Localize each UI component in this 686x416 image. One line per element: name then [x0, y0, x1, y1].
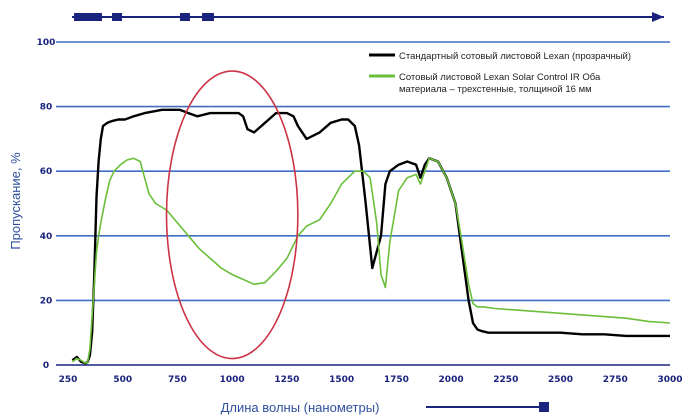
top-rule-marker-1	[74, 13, 102, 21]
y-tick-label-40: 40	[40, 232, 53, 242]
x-tick-label-2000: 2000	[439, 375, 464, 385]
annotations	[165, 70, 299, 360]
axis-title-rule-marker	[539, 402, 549, 412]
series-lines	[71, 108, 671, 365]
x-axis-ticks: 250 500 750 1000 1250 1500 1750 2000 2250 2500 275…	[59, 375, 683, 385]
chart-decorations	[72, 12, 664, 412]
top-rule-marker-4	[202, 13, 214, 21]
legend-label-series-2-line-2: материала – трехстенные, толщиной 16 мм	[399, 84, 592, 95]
x-tick-label-1250: 1250	[274, 375, 299, 385]
y-tick-label-80: 80	[40, 103, 53, 113]
top-rule-marker-2	[112, 13, 122, 21]
x-tick-label-1750: 1750	[384, 375, 409, 385]
x-tick-label-750: 750	[168, 375, 187, 385]
x-axis-label: Длина волны (нанометры)	[221, 400, 380, 415]
gridlines	[56, 41, 670, 366]
legend-box	[362, 44, 680, 102]
series-line-2	[71, 157, 671, 365]
x-tick-label-2250: 2250	[493, 375, 518, 385]
x-tick-label-2500: 2500	[548, 375, 573, 385]
y-tick-label-0: 0	[43, 361, 49, 371]
y-tick-label-20: 20	[40, 296, 53, 306]
top-rule-arrow-icon	[652, 12, 664, 22]
legend-label-series-1: Стандартный сотовый листовой Lexan (проз…	[399, 51, 631, 62]
y-tick-label-60: 60	[40, 167, 53, 177]
x-tick-label-250: 250	[59, 375, 78, 385]
x-tick-label-3000: 3000	[657, 375, 682, 385]
y-axis-ticks: 0 20 40 60 80 100	[37, 38, 56, 371]
y-tick-label-100: 100	[37, 38, 56, 48]
legend: Стандартный сотовый листовой Lexan (проз…	[362, 44, 680, 102]
top-rule-marker-3	[180, 13, 190, 21]
legend-label-series-2-line-1: Сотовый листовой Lexan Solar Control IR …	[399, 72, 601, 83]
legend-label-series-2: Сотовый листовой Lexan Solar Control IR …	[399, 72, 601, 95]
x-tick-label-2750: 2750	[603, 375, 628, 385]
x-tick-label-500: 500	[113, 375, 132, 385]
x-tick-label-1000: 1000	[220, 375, 245, 385]
series-line-1	[71, 108, 670, 365]
x-tick-label-1500: 1500	[329, 375, 354, 385]
highlight-ellipse-1	[165, 70, 299, 360]
y-axis-label: Пропускание, %	[8, 152, 23, 250]
